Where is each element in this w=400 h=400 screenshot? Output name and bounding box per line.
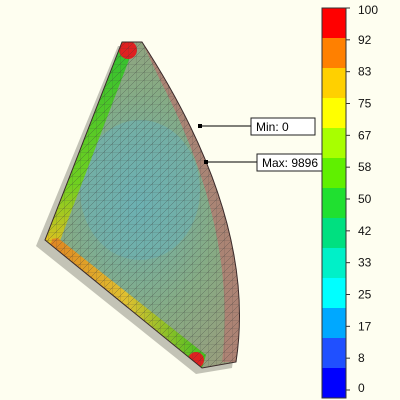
legend-tick-label: 75 xyxy=(358,97,372,111)
legend-tick-label: 25 xyxy=(358,288,372,302)
max-marker xyxy=(204,160,208,164)
min-annotation: Min: 0 xyxy=(198,117,316,136)
legend-band xyxy=(322,38,346,69)
legend-tick-label: 58 xyxy=(358,160,372,174)
legend-band xyxy=(322,128,346,159)
legend-tick-label: 42 xyxy=(358,224,372,238)
legend-band xyxy=(322,68,346,99)
legend-tick-label: 50 xyxy=(358,192,372,206)
legend-tick-label: 67 xyxy=(358,128,372,142)
legend-band xyxy=(322,338,346,369)
max-label: Max: 9896 xyxy=(262,156,318,170)
max-annotation: Max: 9896 xyxy=(204,153,336,172)
legend-frame xyxy=(321,7,347,399)
legend-band xyxy=(322,158,346,189)
legend-tick-label: 8 xyxy=(358,351,365,365)
color-legend: 100 92 83 75 67 58 50 42 33 25 17 8 0 xyxy=(321,3,378,399)
legend-band xyxy=(322,188,346,219)
legend-tick-label: 92 xyxy=(358,33,372,47)
legend-tick-label: 0 xyxy=(358,381,365,395)
legend-tick-label: 83 xyxy=(358,65,372,79)
min-marker xyxy=(198,124,202,128)
min-label-box xyxy=(250,117,316,136)
legend-tick-labels: 100 92 83 75 67 58 50 42 33 25 17 8 0 xyxy=(346,3,378,395)
legend-tick-label: 100 xyxy=(358,3,378,17)
min-label: Min: 0 xyxy=(256,120,289,134)
legend-band xyxy=(322,248,346,279)
legend-band xyxy=(322,8,346,39)
legend-band xyxy=(322,368,346,399)
sector-outline xyxy=(44,41,241,369)
legend-band xyxy=(322,308,346,339)
legend-tick-label: 33 xyxy=(358,256,372,270)
legend-band xyxy=(322,218,346,249)
legend-band xyxy=(322,278,346,309)
legend-band xyxy=(322,98,346,129)
legend-tick-label: 17 xyxy=(358,319,372,333)
legend-color-bar xyxy=(322,8,346,399)
